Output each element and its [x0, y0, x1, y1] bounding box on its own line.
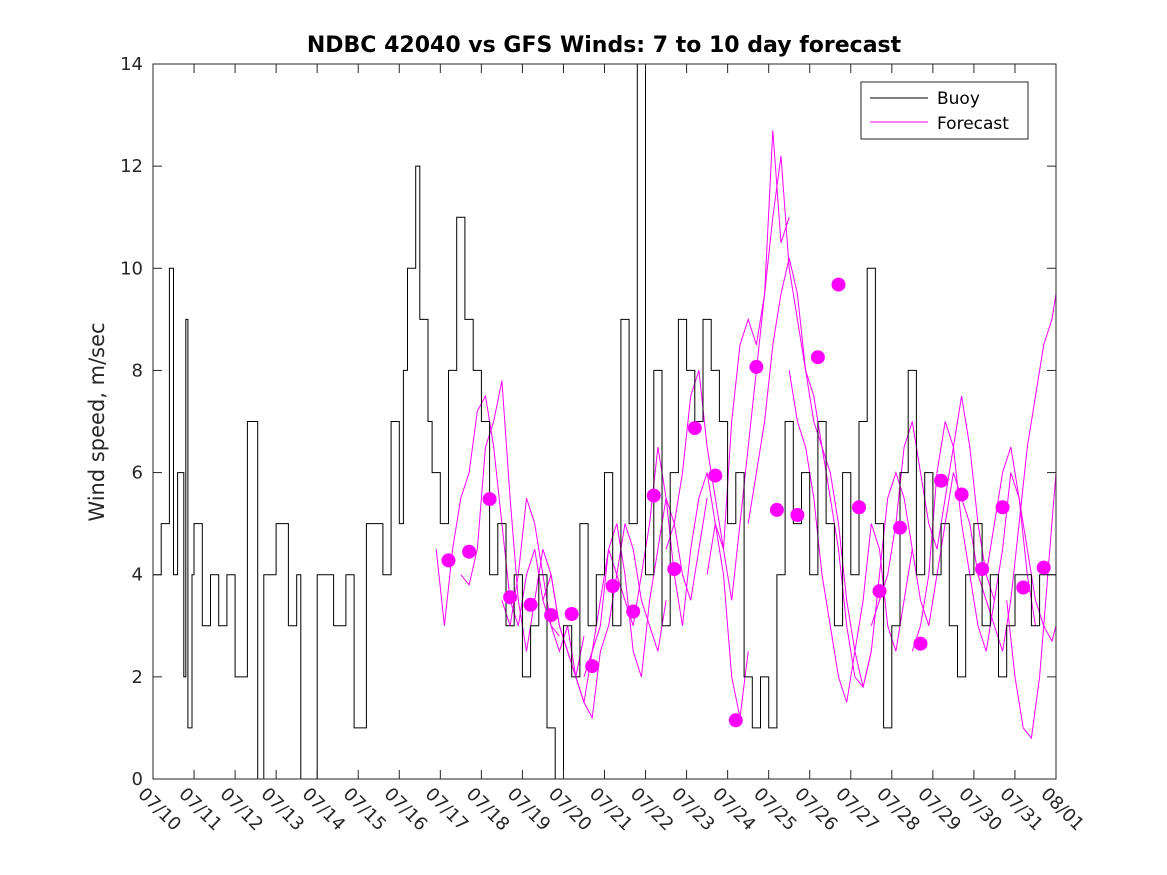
- forecast-marker: [503, 590, 518, 605]
- forecast-marker: [995, 500, 1010, 515]
- forecast-marker: [893, 520, 907, 535]
- forecast-marker: [975, 562, 990, 577]
- forecast-marker: [523, 597, 538, 612]
- forecast-marker: [441, 553, 456, 568]
- forecast-marker: [482, 492, 497, 507]
- forecast-run-line-15: [985, 446, 1056, 643]
- forecast-marker: [564, 607, 579, 621]
- forecast-marker: [769, 502, 784, 517]
- forecast-marker: [728, 713, 743, 728]
- forecast-marker: [646, 488, 661, 503]
- buoy-series-line: [153, 64, 1056, 779]
- forecast-run-line-9: [747, 257, 872, 688]
- forecast-marker: [954, 487, 969, 502]
- forecast-marker: [934, 473, 949, 488]
- forecast-marker: [544, 608, 559, 623]
- forecast-marker: [749, 359, 764, 374]
- y-tick-label: 12: [120, 156, 143, 177]
- forecast-marker: [913, 636, 928, 651]
- forecast-marker: [462, 544, 477, 559]
- y-tick-label: 0: [132, 769, 143, 790]
- forecast-marker: [790, 508, 805, 522]
- plot-background: [153, 64, 1056, 779]
- chart-title: NDBC 42040 vs GFS Winds: 7 to 10 day for…: [307, 33, 902, 58]
- forecast-marker: [852, 500, 866, 515]
- legend-box: [860, 81, 1029, 140]
- y-tick-label: 2: [132, 667, 143, 688]
- forecast-marker: [626, 604, 641, 619]
- forecast-run-line-8: [706, 155, 831, 601]
- forecast-marker: [585, 659, 600, 674]
- legend-buoy-label: Buoy: [937, 89, 980, 109]
- y-tick-label: 6: [132, 463, 143, 484]
- y-tick-label: 4: [132, 565, 143, 586]
- legend: Buoy Forecast: [860, 81, 1029, 140]
- forecast-run-line-11: [829, 470, 954, 689]
- y-axis-label: Wind speed, m/sec: [85, 322, 109, 521]
- y-tick-label: 8: [132, 360, 143, 381]
- forecast-marker: [872, 584, 887, 599]
- forecast-marker: [1016, 580, 1031, 595]
- forecast-marker: [1036, 560, 1051, 575]
- forecast-marker: [687, 421, 702, 436]
- forecast-marker: [667, 562, 682, 577]
- y-tick-label: 10: [120, 258, 143, 279]
- forecast-marker: [605, 579, 620, 593]
- plot-area: 0246810121407/1007/1107/1207/1307/1407/1…: [120, 54, 1088, 835]
- legend-forecast-label: Forecast: [937, 114, 1009, 134]
- forecast-marker: [810, 350, 825, 365]
- forecast-marker: [831, 277, 846, 292]
- y-tick-label: 14: [120, 54, 143, 75]
- forecast-marker: [708, 468, 723, 483]
